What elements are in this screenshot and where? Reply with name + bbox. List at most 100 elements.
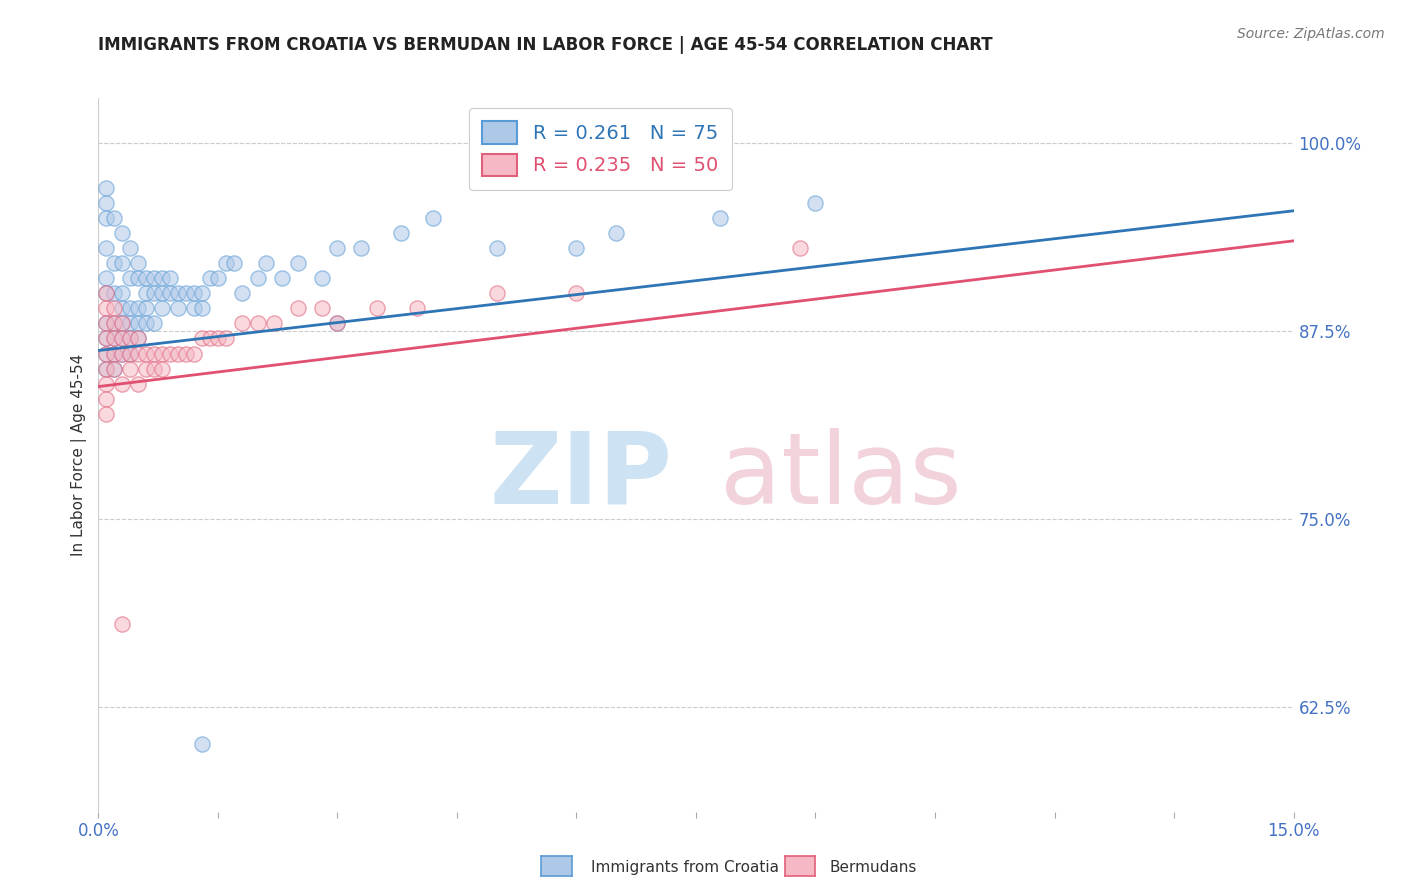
Point — [565, 241, 588, 255]
Point — [565, 286, 588, 301]
Point — [350, 241, 373, 255]
Point — [111, 227, 134, 241]
Point — [103, 331, 125, 345]
Point — [143, 346, 166, 360]
Point — [311, 301, 333, 316]
Point — [143, 286, 166, 301]
Point — [127, 376, 149, 391]
Point — [127, 317, 149, 331]
Point — [103, 211, 125, 226]
Point — [103, 301, 125, 316]
Point — [183, 301, 205, 316]
Point — [111, 346, 134, 360]
Point — [167, 286, 190, 301]
Point — [150, 271, 173, 285]
Point — [198, 331, 221, 345]
Point — [127, 331, 149, 345]
Point — [485, 286, 508, 301]
Point — [215, 256, 238, 270]
Point — [135, 271, 157, 285]
Point — [183, 346, 205, 360]
Text: ZIP: ZIP — [489, 428, 672, 524]
Point — [120, 317, 142, 331]
Point — [605, 227, 627, 241]
Point — [96, 181, 118, 195]
Point — [143, 271, 166, 285]
Point — [389, 227, 412, 241]
Text: Bermudans: Bermudans — [830, 860, 917, 874]
Point — [231, 317, 253, 331]
Point — [103, 317, 125, 331]
Point — [96, 331, 118, 345]
Point — [135, 286, 157, 301]
Point — [96, 346, 118, 360]
Point — [215, 331, 238, 345]
Point — [167, 346, 190, 360]
Point — [103, 256, 125, 270]
Point — [111, 256, 134, 270]
Point — [159, 346, 181, 360]
Text: Source: ZipAtlas.com: Source: ZipAtlas.com — [1237, 27, 1385, 41]
Point — [222, 256, 245, 270]
Point — [111, 331, 134, 345]
Point — [789, 241, 811, 255]
Point — [326, 317, 349, 331]
Point — [485, 241, 508, 255]
Point — [96, 301, 118, 316]
Point — [111, 376, 134, 391]
Point — [263, 317, 285, 331]
Point — [406, 301, 429, 316]
Point — [96, 271, 118, 285]
Point — [150, 346, 173, 360]
Point — [111, 346, 134, 360]
Point — [183, 286, 205, 301]
Point — [120, 346, 142, 360]
Point — [103, 286, 125, 301]
Point — [103, 361, 125, 376]
Point — [111, 286, 134, 301]
Point — [804, 196, 827, 211]
Point — [127, 271, 149, 285]
Text: IMMIGRANTS FROM CROATIA VS BERMUDAN IN LABOR FORCE | AGE 45-54 CORRELATION CHART: IMMIGRANTS FROM CROATIA VS BERMUDAN IN L… — [98, 36, 993, 54]
Point — [96, 331, 118, 345]
Point — [120, 241, 142, 255]
Point — [96, 317, 118, 331]
Point — [103, 346, 125, 360]
Point — [246, 271, 269, 285]
Point — [135, 346, 157, 360]
Point — [254, 256, 277, 270]
Point — [311, 271, 333, 285]
Point — [111, 331, 134, 345]
Text: atlas: atlas — [720, 428, 962, 524]
Point — [120, 331, 142, 345]
Point — [111, 317, 134, 331]
Point — [111, 301, 134, 316]
Point — [103, 346, 125, 360]
Point — [120, 331, 142, 345]
Point — [326, 317, 349, 331]
Point — [287, 256, 309, 270]
Point — [150, 361, 173, 376]
Point — [191, 286, 214, 301]
Point — [143, 317, 166, 331]
Point — [366, 301, 388, 316]
Point — [191, 331, 214, 345]
Point — [159, 271, 181, 285]
Point — [143, 361, 166, 376]
Point — [111, 317, 134, 331]
Point — [120, 361, 142, 376]
Point — [150, 301, 173, 316]
Point — [135, 317, 157, 331]
Point — [96, 241, 118, 255]
Point — [167, 301, 190, 316]
Point — [135, 301, 157, 316]
Point — [103, 331, 125, 345]
Point — [326, 241, 349, 255]
Point — [127, 256, 149, 270]
Point — [207, 331, 229, 345]
Point — [207, 271, 229, 285]
Point — [174, 346, 197, 360]
Point — [246, 317, 269, 331]
Text: Immigrants from Croatia: Immigrants from Croatia — [591, 860, 779, 874]
Point — [159, 286, 181, 301]
